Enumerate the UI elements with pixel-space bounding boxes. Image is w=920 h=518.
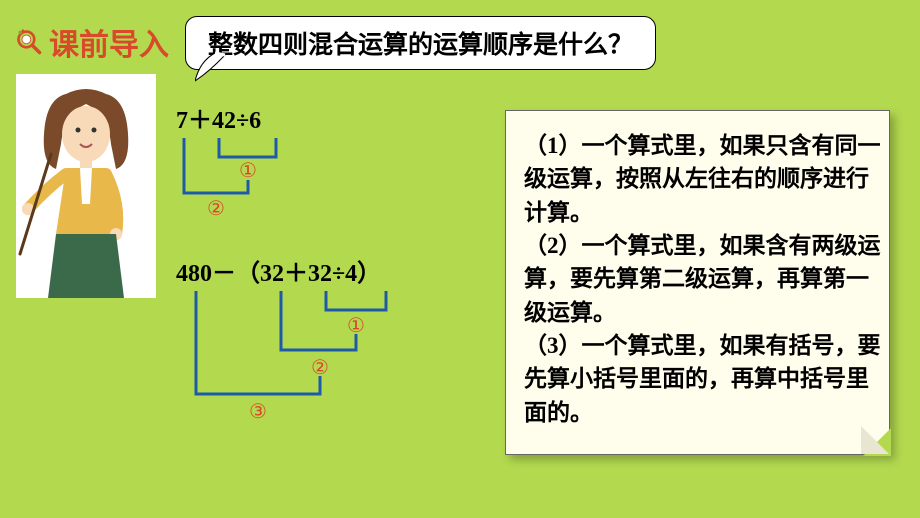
rule-2: （2）一个算式里，如果含有两级运算，要先算第二级运算，再算第一级运算。 — [524, 229, 881, 329]
header-title: 课前导入 — [49, 20, 169, 64]
magnifier-icon — [15, 28, 43, 56]
speech-bubble: 整数四则混合运算的运算顺序是什么？ — [185, 16, 656, 70]
bracket-diagram-2: ① ② ③ — [176, 288, 436, 436]
rules-panel: （1）一个算式里，如果只含有同一级运算，按照从左往右的顺序进行计算。 （2）一个… — [505, 110, 890, 455]
expression-1: 7＋42÷6 — [176, 100, 436, 135]
speech-tail-icon — [195, 51, 235, 91]
teacher-image — [16, 74, 156, 298]
step-label: ① — [239, 160, 257, 182]
header: 课前导入 — [15, 20, 169, 64]
speech-text: 整数四则混合运算的运算顺序是什么？ — [208, 32, 633, 59]
expression-2: 480－（32＋32÷4） — [176, 253, 436, 288]
bracket-diagram-1: ① ② — [176, 135, 336, 223]
rule-3: （3）一个算式里，如果有括号，要先算小括号里面的，再算中括号里面的。 — [524, 329, 881, 429]
rule-1: （1）一个算式里，如果只含有同一级运算，按照从左往右的顺序进行计算。 — [524, 129, 881, 229]
step-label: ① — [347, 315, 365, 337]
step-label: ② — [311, 357, 329, 379]
step-label: ③ — [249, 401, 267, 423]
step-label: ② — [207, 198, 225, 220]
expression-area: 7＋42÷6 ① ② 480－（32＋32÷4） ① ② ③ — [176, 100, 436, 436]
